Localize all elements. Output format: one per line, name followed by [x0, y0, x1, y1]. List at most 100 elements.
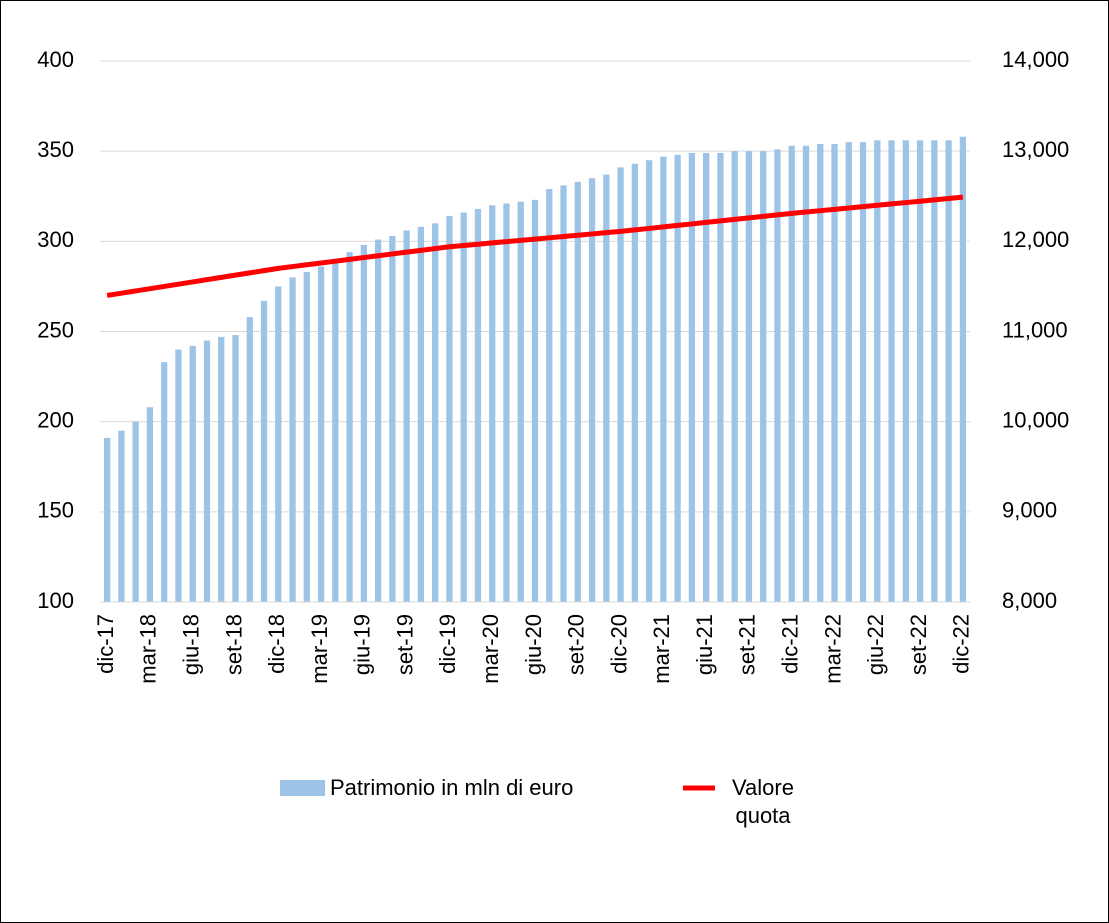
- bar: [888, 140, 895, 602]
- bar: [360, 244, 367, 602]
- bar: [945, 140, 952, 602]
- bar: [874, 140, 881, 602]
- y2-tick-label: 13,000: [1002, 137, 1069, 162]
- bar: [902, 140, 909, 602]
- y-tick-label: 300: [37, 227, 74, 252]
- x-tick-label: set-19: [392, 614, 417, 675]
- bar: [189, 345, 196, 602]
- bar: [389, 235, 396, 602]
- bar: [574, 181, 581, 602]
- bar: [688, 152, 696, 602]
- bar: [745, 151, 753, 602]
- bar: [246, 317, 253, 602]
- bar: [845, 142, 852, 602]
- x-tick-label: dic-19: [435, 614, 460, 674]
- bar: [161, 362, 168, 602]
- y-tick-label: 100: [37, 588, 74, 613]
- x-tick-label: mar-20: [478, 614, 503, 684]
- x-tick-label: set-18: [221, 614, 246, 675]
- bar: [674, 154, 681, 603]
- bar: [489, 205, 496, 602]
- bar: [303, 271, 310, 602]
- y2-tick-label: 12,000: [1002, 227, 1069, 252]
- bar: [417, 226, 425, 602]
- x-tick-label: mar-19: [307, 614, 332, 684]
- x-tick-label: set-20: [564, 614, 589, 675]
- x-tick-label: giu-18: [179, 614, 204, 675]
- bar: [531, 199, 539, 602]
- y2-tick-label: 10,000: [1002, 407, 1069, 432]
- legend-swatch: [280, 780, 325, 796]
- y-tick-label: 250: [37, 317, 74, 342]
- bar: [289, 277, 296, 602]
- x-tick-label: dic-18: [264, 614, 289, 674]
- bar: [631, 163, 638, 603]
- bar: [146, 407, 154, 602]
- bar: [802, 145, 810, 603]
- bar: [175, 349, 182, 602]
- y2-tick-label: 11,000: [1002, 317, 1068, 342]
- bar: [560, 185, 567, 602]
- bar: [731, 151, 738, 602]
- x-tick-label: dic-21: [778, 614, 803, 674]
- bar: [317, 266, 325, 602]
- x-tick-label: set-22: [906, 614, 931, 675]
- bar: [503, 203, 510, 603]
- y-tick-label: 350: [37, 137, 74, 162]
- y2-tick-label: 14,000: [1002, 47, 1069, 72]
- bar: [760, 151, 767, 602]
- bar: [817, 143, 824, 602]
- x-tick-label: giu-21: [692, 614, 717, 675]
- bar: [959, 136, 967, 603]
- y2-tick-label: 8,000: [1002, 588, 1057, 613]
- bar: [660, 156, 667, 602]
- x-tick-label: mar-21: [649, 614, 674, 684]
- y2-tick-label: 9,000: [1002, 498, 1057, 523]
- bar: [132, 421, 139, 602]
- bar: [603, 174, 610, 603]
- legend-label: Valore quota: [732, 775, 794, 828]
- bar: [474, 208, 482, 602]
- bar: [118, 430, 125, 602]
- x-tick-label: dic-17: [93, 614, 118, 674]
- bar: [859, 142, 867, 602]
- y-tick-label: 200: [37, 407, 74, 432]
- bar: [703, 152, 710, 602]
- bar: [831, 143, 838, 602]
- x-tick-label: dic-22: [949, 614, 974, 674]
- bar: [916, 140, 924, 602]
- x-tick-label: dic-20: [606, 614, 631, 674]
- bar: [588, 178, 596, 602]
- y-tick-label: 400: [37, 47, 74, 72]
- bar: [446, 216, 453, 602]
- bar: [332, 261, 339, 602]
- bar: [788, 145, 795, 603]
- bar: [517, 201, 524, 602]
- x-tick-label: mar-22: [820, 614, 845, 684]
- x-tick-label: giu-20: [521, 614, 546, 675]
- bar: [218, 336, 225, 602]
- bar: [275, 286, 282, 602]
- x-tick-label: giu-22: [863, 614, 888, 675]
- bar: [931, 140, 938, 602]
- bar: [374, 239, 382, 602]
- x-tick-label: set-21: [735, 614, 760, 675]
- x-tick-label: mar-18: [136, 614, 161, 684]
- bar: [717, 152, 724, 602]
- bar: [460, 212, 467, 603]
- legend-label: Patrimonio in mln di euro: [330, 775, 574, 800]
- bar: [774, 149, 781, 602]
- bar: [103, 437, 111, 602]
- bar: [432, 223, 439, 603]
- bar: [546, 189, 553, 602]
- x-tick-label: giu-19: [350, 614, 375, 675]
- bar: [346, 252, 353, 603]
- bar: [260, 300, 268, 602]
- bar: [645, 160, 653, 602]
- bar: [203, 340, 211, 602]
- y-tick-label: 150: [37, 498, 74, 523]
- bar: [403, 230, 410, 602]
